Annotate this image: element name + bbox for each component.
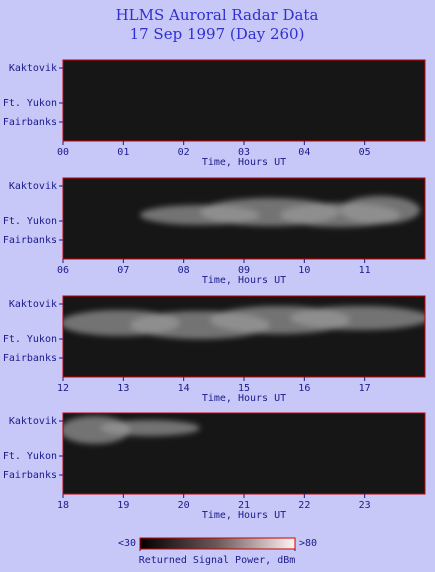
echo-texture (63, 306, 425, 339)
colorbar (139, 537, 296, 550)
echo (340, 196, 420, 224)
x-tick-label: 00 (57, 147, 69, 158)
title: HLMS Auroral Radar Data (116, 6, 319, 24)
echo-texture (63, 416, 200, 444)
echo (290, 306, 425, 330)
x-axis-label: Time, Hours UT (202, 275, 286, 286)
x-tick-label: 22 (298, 500, 310, 511)
x-tick-label: 04 (298, 147, 310, 158)
x-tick-label: 15 (238, 383, 250, 394)
colorbar-tick-label: >80 (299, 538, 317, 549)
x-tick-label: 05 (359, 147, 371, 158)
y-tick-label: Kaktovik (9, 63, 57, 74)
echo-texture (140, 196, 420, 227)
x-tick-label: 18 (57, 500, 69, 511)
x-tick-label: 08 (178, 265, 190, 276)
x-tick-label: 06 (57, 265, 69, 276)
x-tick-label: 03 (238, 147, 250, 158)
x-axis-label: Time, Hours UT (202, 157, 286, 168)
x-axis-label: Time, Hours UT (202, 393, 286, 404)
y-tick-label: Ft. Yukon (3, 98, 57, 109)
y-tick-label: Fairbanks (3, 470, 57, 481)
x-tick-label: 20 (178, 500, 190, 511)
panel-image (63, 60, 425, 141)
y-tick-label: Kaktovik (9, 416, 57, 427)
y-tick-label: Ft. Yukon (3, 451, 57, 462)
x-tick-label: 11 (359, 265, 371, 276)
colorbar-tick-label: <30 (118, 538, 136, 549)
x-tick-label: 16 (298, 383, 310, 394)
x-tick-label: 09 (238, 265, 250, 276)
colorbar-label: Returned Signal Power, dBm (139, 555, 296, 566)
y-tick-label: Ft. Yukon (3, 216, 57, 227)
x-tick-label: 23 (359, 500, 371, 511)
x-tick-label: 01 (117, 147, 129, 158)
y-tick-label: Fairbanks (3, 117, 57, 128)
x-tick-label: 17 (359, 383, 371, 394)
y-tick-label: Ft. Yukon (3, 334, 57, 345)
echo (100, 420, 200, 436)
subtitle: 17 Sep 1997 (Day 260) (130, 25, 305, 43)
x-tick-label: 10 (298, 265, 310, 276)
y-tick-label: Fairbanks (3, 353, 57, 364)
x-tick-label: 13 (117, 383, 129, 394)
x-tick-label: 12 (57, 383, 69, 394)
x-tick-label: 07 (117, 265, 129, 276)
y-tick-label: Fairbanks (3, 235, 57, 246)
x-axis-label: Time, Hours UT (202, 510, 286, 521)
y-tick-label: Kaktovik (9, 181, 57, 192)
y-tick-label: Kaktovik (9, 299, 57, 310)
x-tick-label: 02 (178, 147, 190, 158)
x-tick-label: 21 (238, 500, 250, 511)
x-tick-label: 14 (178, 383, 190, 394)
x-tick-label: 19 (117, 500, 129, 511)
